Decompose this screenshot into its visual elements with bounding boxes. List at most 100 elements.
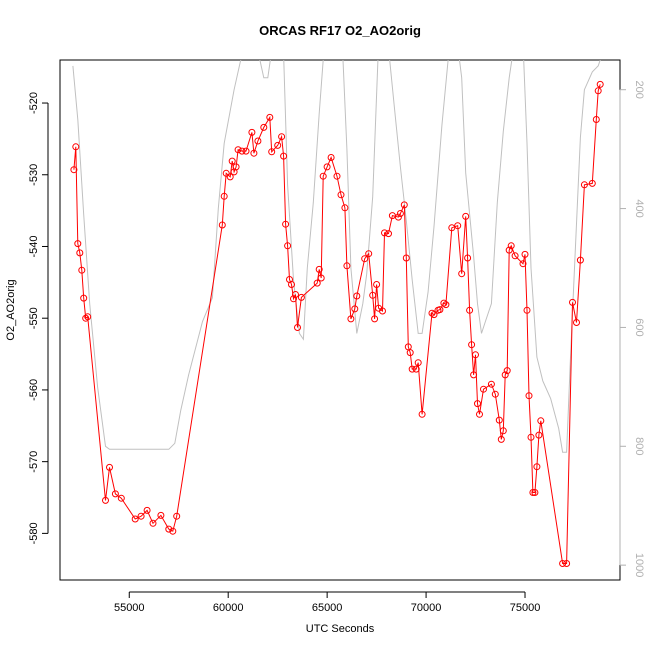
y-tick-label-4: -540 bbox=[28, 235, 40, 257]
data-point-1 bbox=[72, 143, 80, 151]
plot-layer bbox=[70, 60, 604, 567]
data-point-125 bbox=[592, 116, 600, 123]
data-point-80 bbox=[428, 309, 436, 317]
data-point-48 bbox=[315, 265, 323, 273]
data-point-40 bbox=[284, 242, 292, 250]
data-point-55 bbox=[341, 204, 349, 212]
data-point-124 bbox=[588, 179, 596, 187]
data-point-12 bbox=[131, 515, 139, 523]
data-point-90 bbox=[464, 254, 472, 262]
data-point-88 bbox=[458, 270, 466, 278]
data-point-72 bbox=[400, 201, 408, 209]
data-point-28 bbox=[238, 147, 246, 155]
data-point-54 bbox=[337, 191, 345, 199]
data-point-9 bbox=[106, 463, 113, 471]
data-point-89 bbox=[462, 212, 470, 220]
data-point-63 bbox=[371, 315, 379, 323]
y-tick-label-6: -520 bbox=[28, 92, 40, 114]
data-point-73 bbox=[402, 254, 410, 262]
series-line-o2 bbox=[73, 84, 601, 564]
y2-tick-label-3: 800 bbox=[633, 437, 645, 455]
data-point-30 bbox=[248, 128, 256, 136]
data-point-53 bbox=[333, 172, 341, 180]
data-point-91 bbox=[466, 306, 474, 314]
data-point-78 bbox=[414, 359, 422, 367]
data-point-67 bbox=[381, 229, 388, 237]
data-point-112 bbox=[527, 433, 535, 441]
data-point-87 bbox=[454, 222, 462, 230]
data-point-8 bbox=[102, 496, 109, 504]
data-point-57 bbox=[347, 315, 355, 323]
y-axis-title: O2_AO2orig bbox=[5, 279, 17, 340]
data-point-110 bbox=[523, 306, 531, 314]
data-point-38 bbox=[280, 152, 288, 160]
data-point-105 bbox=[505, 246, 513, 254]
data-point-99 bbox=[491, 390, 499, 398]
data-point-85 bbox=[442, 301, 450, 309]
y2-tick-label-2: 600 bbox=[633, 318, 645, 336]
data-point-59 bbox=[353, 292, 361, 300]
data-point-92 bbox=[468, 341, 476, 349]
data-point-66 bbox=[379, 307, 386, 315]
data-point-56 bbox=[343, 262, 351, 270]
data-point-13 bbox=[137, 512, 145, 520]
data-point-37 bbox=[278, 133, 286, 141]
data-point-43 bbox=[290, 295, 297, 303]
data-point-115 bbox=[533, 463, 541, 471]
data-point-100 bbox=[495, 416, 503, 424]
data-point-117 bbox=[537, 417, 545, 425]
data-point-26 bbox=[232, 163, 240, 171]
data-point-64 bbox=[373, 281, 381, 288]
data-point-58 bbox=[351, 305, 359, 313]
data-point-31 bbox=[250, 149, 258, 157]
data-point-86 bbox=[448, 224, 456, 232]
data-point-103 bbox=[501, 371, 509, 379]
data-point-94 bbox=[472, 351, 479, 359]
data-point-77 bbox=[412, 365, 420, 373]
data-point-32 bbox=[254, 137, 262, 145]
data-point-11 bbox=[117, 494, 125, 502]
y-tick-label-3: -550 bbox=[28, 307, 40, 329]
y2-tick-label-1: 400 bbox=[633, 199, 645, 217]
data-point-2 bbox=[74, 240, 82, 248]
y-tick-label-1: -570 bbox=[28, 451, 40, 473]
data-point-27 bbox=[234, 146, 242, 154]
x-tick-label-4: 75000 bbox=[510, 602, 541, 614]
data-point-122 bbox=[576, 256, 584, 264]
data-point-23 bbox=[226, 173, 234, 181]
y2-tick-label-0: 200 bbox=[633, 81, 645, 99]
x-axis-title: UTC Seconds bbox=[306, 623, 375, 635]
y2-tick-label-4: 1000 bbox=[633, 553, 645, 577]
data-point-47 bbox=[313, 279, 321, 287]
data-point-16 bbox=[157, 511, 165, 519]
data-point-111 bbox=[525, 392, 533, 400]
data-point-81 bbox=[430, 311, 438, 319]
data-point-62 bbox=[369, 291, 377, 299]
y-tick-label-5: -530 bbox=[28, 164, 40, 186]
data-point-120 bbox=[569, 298, 576, 306]
data-point-20 bbox=[218, 221, 226, 229]
data-point-98 bbox=[487, 380, 495, 388]
data-point-15 bbox=[149, 519, 157, 527]
data-point-119 bbox=[563, 560, 571, 567]
x-tick-label-1: 60000 bbox=[213, 602, 244, 614]
data-point-34 bbox=[266, 113, 274, 121]
series-line-right-axis bbox=[72, 60, 601, 453]
data-point-101 bbox=[497, 435, 505, 443]
data-point-97 bbox=[480, 385, 487, 393]
y-tick-label-2: -560 bbox=[28, 379, 40, 401]
data-point-49 bbox=[317, 274, 325, 282]
data-point-3 bbox=[76, 249, 84, 257]
data-point-46 bbox=[297, 293, 305, 301]
data-point-102 bbox=[499, 427, 507, 435]
data-point-36 bbox=[274, 141, 282, 149]
data-point-51 bbox=[323, 163, 331, 171]
data-point-83 bbox=[436, 306, 444, 314]
data-point-109 bbox=[521, 250, 529, 258]
data-point-68 bbox=[385, 230, 392, 238]
data-point-96 bbox=[476, 410, 483, 418]
data-point-45 bbox=[294, 324, 301, 331]
data-point-76 bbox=[408, 365, 416, 373]
